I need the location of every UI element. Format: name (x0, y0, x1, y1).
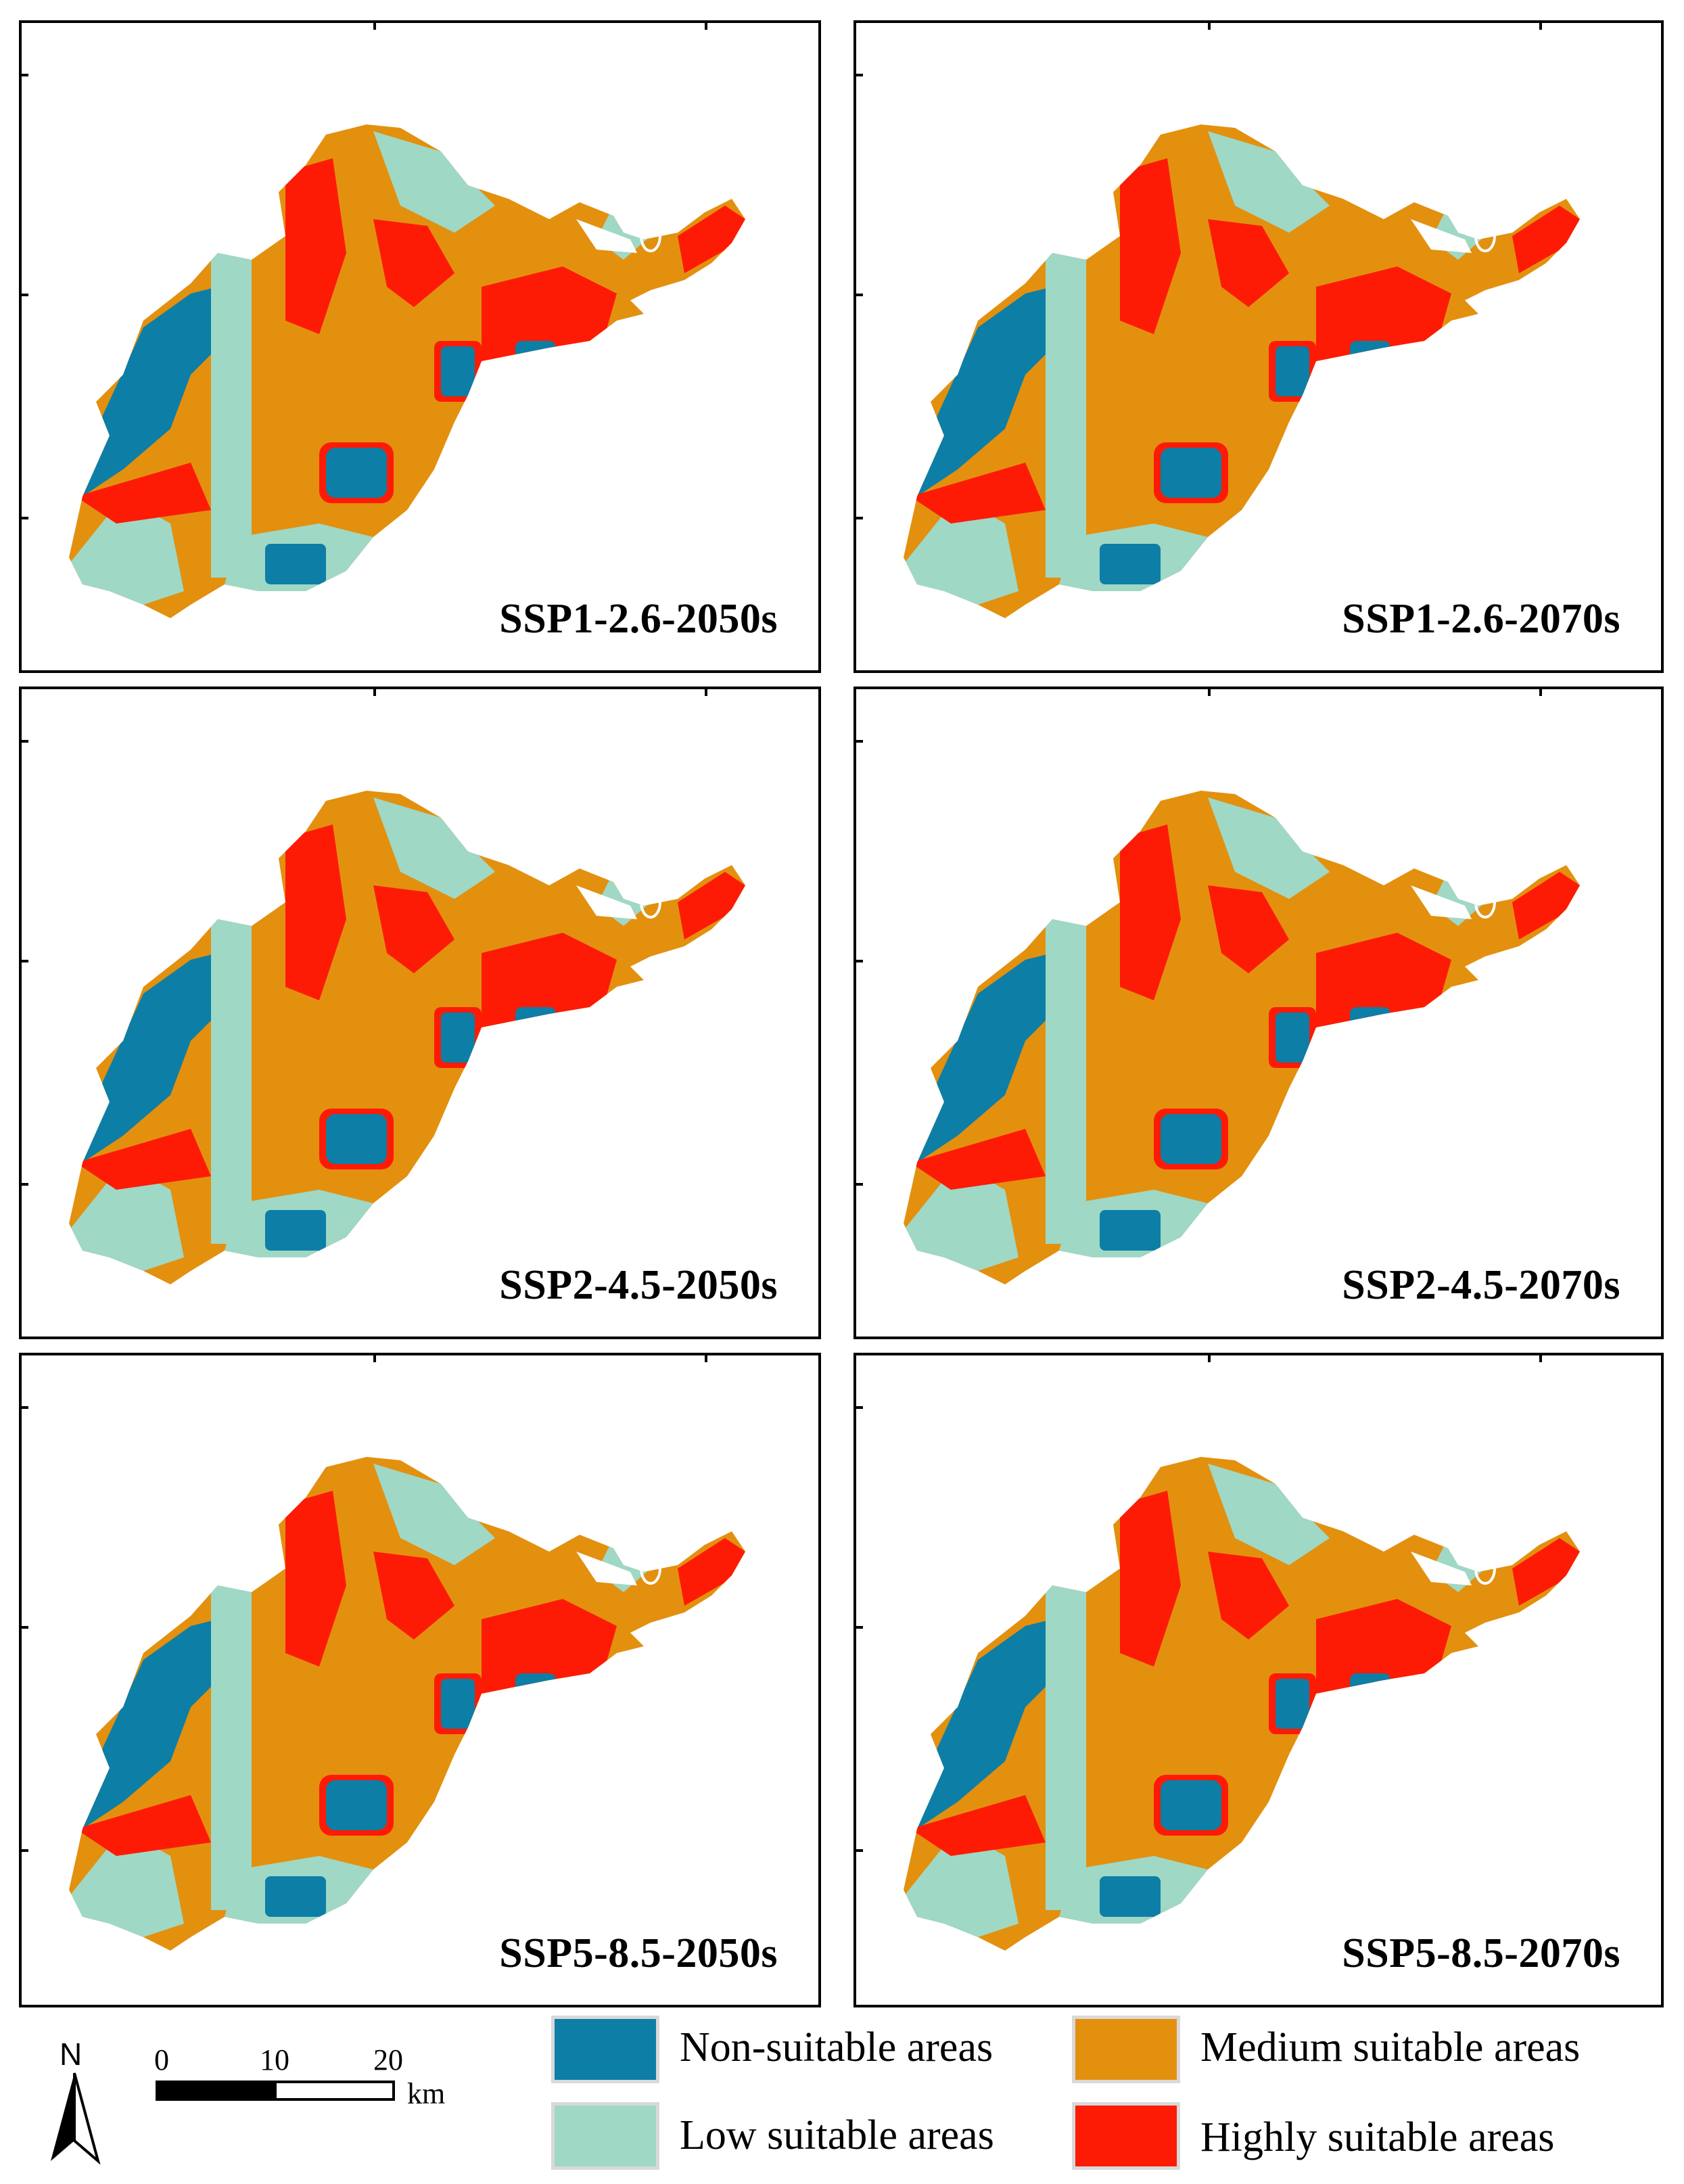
suitability-map (22, 1355, 818, 2005)
suitability-map (22, 23, 818, 670)
scale-unit: km (407, 2077, 446, 2110)
suitability-map (856, 689, 1661, 1337)
north-label: N (60, 2037, 83, 2072)
panel-label: SSP5-8.5-2070s (1342, 1930, 1620, 1976)
suitability-map (856, 1355, 1661, 2005)
highly-suitable-swatch (1072, 2102, 1180, 2170)
suitability-map (22, 689, 818, 1337)
scale-tick-0: 0 (154, 2043, 169, 2076)
panel-label: SSP2-4.5-2070s (1342, 1262, 1620, 1308)
map-panel-ssp2-2050s: SSP2-4.5-2050s (19, 687, 821, 1339)
map-panel-ssp1-2050s: SSP1-2.6-2050s (19, 20, 821, 673)
scale-tick-10: 10 (260, 2043, 289, 2076)
legend-label-low-suitable: Low suitable areas (680, 2112, 994, 2158)
panel-label: SSP2-4.5-2050s (499, 1262, 778, 1308)
legend-label-medium-suitable: Medium suitable areas (1200, 2024, 1581, 2070)
map-panel-ssp5-2070s: SSP5-8.5-2070s (853, 1353, 1664, 2007)
scale-bar (156, 2081, 395, 2101)
non-suitable-swatch (551, 2016, 659, 2083)
low-suitable-swatch (551, 2102, 659, 2170)
map-panel-ssp1-2070s: SSP1-2.6-2070s (853, 20, 1664, 673)
panel-label: SSP1-2.6-2070s (1342, 596, 1620, 642)
suitability-map (856, 23, 1661, 670)
medium-suitable-swatch (1072, 2016, 1180, 2083)
scale-tick-20: 20 (373, 2043, 403, 2076)
panel-label: SSP5-8.5-2050s (499, 1930, 778, 1976)
map-panel-ssp2-2070s: SSP2-4.5-2070s (853, 687, 1664, 1339)
legend-label-non-suitable: Non-suitable areas (680, 2024, 993, 2070)
map-panel-ssp5-2050s: SSP5-8.5-2050s (19, 1353, 821, 2007)
panel-label: SSP1-2.6-2050s (499, 596, 778, 642)
north-arrow-icon (51, 2072, 101, 2164)
legend-label-highly-suitable: Highly suitable areas (1200, 2114, 1555, 2160)
